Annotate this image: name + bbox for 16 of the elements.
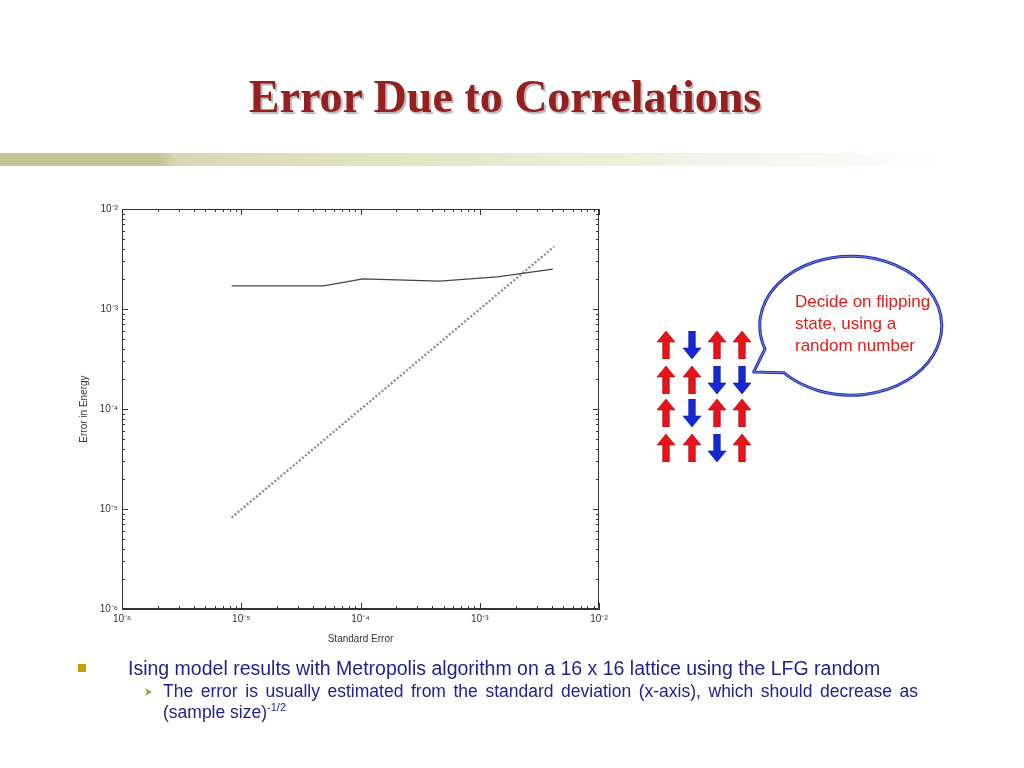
x-tick-label: 10⁻⁵	[232, 612, 251, 624]
chart-title: Error Due to Correlations	[247, 71, 763, 123]
text: The error is usually estimated from the standard deviation (x-axis), which should decrease as (sample size)$^{-1/2}$	[163, 681, 918, 723]
x-axis-title: Standard Error	[327, 632, 394, 644]
x-tick-label: 10⁻³	[471, 612, 490, 624]
y-tick-label: 10⁻³	[100, 302, 119, 314]
x-tick-label: 10⁻²	[590, 612, 609, 624]
text: Ising model results with Metropolis algorithm on a 16 x 16 lattice using the LFG random	[128, 656, 882, 680]
y-tick-label: 10⁻⁴	[99, 402, 118, 414]
y-tick-label: 10⁻⁵	[99, 502, 118, 514]
text: Decide on flipping state, using a random number	[795, 291, 932, 357]
y-tick-label: 10⁻⁶	[99, 602, 118, 614]
y-axis-title: Error in Energy	[77, 375, 89, 443]
y-tick-label: 10⁻²	[100, 202, 119, 214]
x-tick-label: 10⁻⁴	[351, 612, 370, 624]
x-tick-label: 10⁻⁶	[112, 612, 132, 624]
